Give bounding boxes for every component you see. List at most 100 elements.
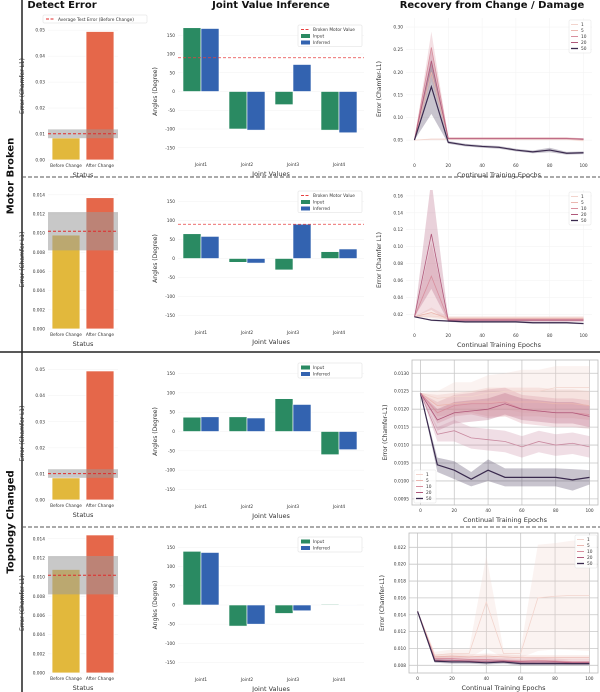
x-tick-label: Joint2 [240, 162, 253, 168]
series-line-10 [414, 275, 584, 320]
x-tick-label: 60 [518, 676, 524, 682]
legend-label: 10 [581, 206, 587, 212]
y-tick-label: 0.004 [33, 632, 46, 638]
bar-input-joint4 [320, 431, 340, 455]
y-tick-label: 0.14 [393, 210, 403, 216]
bar-inferred-joint2 [246, 604, 266, 625]
legend-swatch-input [301, 200, 310, 204]
legend-box [297, 362, 363, 379]
y-axis-label: Error (Chamfer L1) [376, 232, 383, 288]
legend-swatch-input [301, 539, 310, 544]
y-tick-label: 0.014 [33, 536, 46, 542]
series-line-50 [417, 611, 590, 665]
confidence-band-10 [414, 242, 584, 322]
confidence-band-50 [420, 393, 590, 491]
legend-label: 10 [581, 34, 587, 40]
x-tick-label: After Change [86, 676, 114, 682]
x-axis-label: Joint Values [251, 338, 290, 346]
bar-inferred-joint1 [200, 28, 220, 92]
bar-input-joint4 [320, 91, 340, 131]
confidence-band-20 [414, 47, 584, 141]
series-group [417, 539, 590, 666]
y-tick-label: 0.0110 [394, 443, 409, 449]
chart-detect-error: 0.000 0.002 0.004 0.006 0.008 0.010 0.012 0.014… [19, 533, 118, 692]
series-group [413, 31, 584, 155]
x-tick-label: 60 [513, 163, 519, 169]
y-tick-label: 50 [170, 410, 176, 416]
y-tick-label: 0.022 [394, 545, 407, 551]
legend-swatch-inferred [301, 206, 310, 211]
x-tick-label: 80 [547, 333, 553, 339]
y-axis-label: Error (Chamfer-L1) [382, 405, 389, 461]
y-tick-label: 0.012 [33, 555, 46, 561]
chart-recovery: 0.05 0.10 0.15 0.20 0.25 0.30 Continual Traini… [376, 18, 592, 179]
confidence-band-20 [414, 190, 584, 322]
y-tick-label: 0.04 [35, 393, 45, 399]
x-tick-label: 100 [585, 676, 593, 682]
y-tick-label: 0.0115 [394, 425, 409, 431]
x-tick-label: 0 [413, 333, 416, 339]
series-line-5 [417, 611, 590, 659]
bar-after-change [85, 370, 115, 501]
x-tick-label: 40 [484, 676, 490, 682]
y-tick-label: 0.10 [393, 244, 403, 250]
y-tick-label: -150 [165, 145, 175, 151]
x-tick-label: 0 [413, 163, 416, 169]
column-title-detect-error: Detect Error [27, 0, 97, 11]
legend-label: Input [313, 365, 324, 371]
bar-input-joint1 [182, 551, 202, 606]
legend-label: 20 [581, 40, 587, 46]
x-axis-label: Status [73, 511, 94, 519]
y-tick-label: 0.002 [33, 307, 46, 313]
legend-label: 50 [581, 218, 587, 224]
y-tick-label: -50 [168, 622, 175, 628]
series-line-50 [414, 316, 584, 325]
plot-frame [408, 532, 599, 674]
series-line-10 [414, 47, 584, 141]
y-tick-label: 0.16 [393, 193, 403, 199]
y-tick-label: 0.15 [393, 92, 403, 98]
legend-label: Input [313, 539, 324, 545]
y-tick-label: 0.05 [35, 367, 45, 373]
bar-inferred-joint1 [200, 416, 220, 432]
y-tick-label: 0.002 [33, 651, 46, 657]
x-axis-label: Continual Training Epochs [457, 341, 542, 349]
y-tick-label: 0.012 [33, 211, 46, 217]
y-tick-label: 0.00 [35, 498, 45, 504]
series-group [414, 190, 584, 325]
y-tick-label: 0.06 [393, 278, 403, 284]
confidence-band-10 [420, 387, 590, 429]
y-tick-label: 0.08 [393, 261, 403, 267]
x-tick-label: Joint4 [332, 330, 345, 336]
x-tick-label: Before Change [50, 676, 82, 682]
confidence-band-20 [420, 393, 590, 431]
y-tick-label: 0.01 [35, 471, 45, 477]
legend-label: 1 [581, 194, 584, 200]
column-title-recovery: Recovery from Change / Damage [399, 0, 585, 11]
y-tick-label: 0.0100 [394, 478, 409, 484]
legend-label: 20 [426, 490, 432, 496]
confidence-band-5 [414, 307, 584, 321]
chart-detect-error: 0.00 0.01 0.02 0.03 0.04 0.05 Status Error (Cha… [19, 367, 118, 519]
y-tick-label: 0.016 [394, 595, 407, 601]
x-tick-label: Before Change [50, 163, 82, 169]
x-axis-label: Joint Values [251, 512, 290, 520]
x-tick-label: 100 [579, 163, 587, 169]
legend-label: Input [313, 200, 324, 206]
y-tick-label: 0.04 [35, 54, 45, 60]
legend-box [574, 534, 598, 569]
y-tick-label: 0.0095 [394, 496, 409, 502]
legend-label: 1 [587, 537, 590, 543]
x-tick-label: Joint4 [332, 677, 345, 683]
legend-box [42, 14, 148, 24]
y-tick-label: 50 [170, 70, 176, 76]
bar-input-joint1 [182, 416, 202, 432]
chart-recovery: 0.0095 0.0100 0.0105 0.0110 0.0115 0.0120 0.01… [382, 359, 599, 524]
series-line-1 [417, 594, 590, 656]
y-tick-label: 0 [172, 429, 175, 435]
